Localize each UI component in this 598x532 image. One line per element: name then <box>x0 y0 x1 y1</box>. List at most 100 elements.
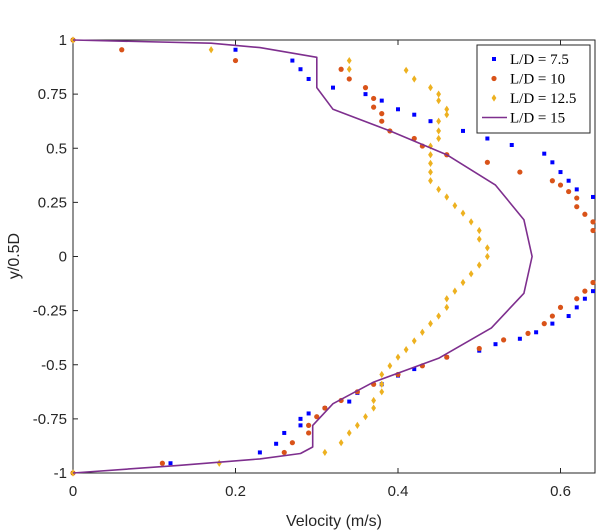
data-point <box>306 430 312 436</box>
series-4 <box>72 39 533 474</box>
x-tick-label: 0.6 <box>550 483 571 500</box>
data-point <box>281 449 287 456</box>
data-point <box>419 328 425 336</box>
data-point <box>509 143 514 148</box>
y-axis-ticks: 1 0.75 0.5 0.25 0 -0.25 -0.5 -0.75 -1 <box>33 32 78 482</box>
data-point <box>412 367 417 372</box>
y-tick-label: 0.25 <box>38 194 67 211</box>
data-point <box>452 287 458 295</box>
y-tick-label: 0 <box>59 249 67 266</box>
data-point <box>484 159 490 165</box>
data-point <box>371 104 377 110</box>
data-point <box>493 342 498 347</box>
data-point <box>379 98 384 103</box>
legend: L/D = 7.5 L/D = 10 L/D = 12.5 L/D = 15 <box>476 44 591 134</box>
data-point <box>208 46 214 54</box>
legend-item: L/D = 7.5 <box>492 52 569 68</box>
data-point <box>461 128 465 133</box>
data-point <box>298 423 303 428</box>
x-tick-label: 0 <box>69 483 77 500</box>
data-point <box>298 67 303 72</box>
x-axis-ticks: 00.20.40.60.8 <box>69 40 571 500</box>
data-point <box>306 422 312 428</box>
data-point <box>484 244 490 252</box>
data-point <box>460 209 466 217</box>
legend-item: L/D = 10 <box>491 72 565 88</box>
data-point <box>550 160 555 165</box>
data-point <box>379 380 385 388</box>
data-point <box>428 177 433 185</box>
data-point <box>257 450 262 455</box>
data-point <box>566 188 572 195</box>
data-point <box>363 413 368 421</box>
data-point <box>314 414 320 420</box>
data-point <box>346 65 352 73</box>
data-point <box>428 168 433 176</box>
data-point <box>331 85 335 90</box>
data-point <box>346 76 352 82</box>
data-point <box>574 195 580 201</box>
data-point <box>282 430 287 435</box>
data-point <box>412 112 417 117</box>
data-point <box>346 56 352 65</box>
data-point <box>476 226 482 235</box>
data-point <box>436 97 442 105</box>
data-point <box>582 211 588 217</box>
data-point <box>306 76 311 81</box>
data-point <box>558 170 563 175</box>
data-point <box>363 92 368 97</box>
data-point <box>306 411 311 416</box>
data-point <box>590 219 596 225</box>
data-point <box>371 396 377 405</box>
data-point <box>591 289 595 294</box>
legend-item: L/D = 15 <box>482 111 565 127</box>
data-point <box>428 142 433 150</box>
data-point <box>517 169 523 175</box>
data-point <box>428 119 433 124</box>
data-point <box>233 47 238 52</box>
legend-label: L/D = 7.5 <box>510 52 569 68</box>
data-point <box>159 460 165 466</box>
data-point <box>338 66 344 72</box>
data-point <box>574 204 580 210</box>
data-point <box>574 305 579 310</box>
data-point <box>289 440 295 446</box>
y-tick-label: 0.5 <box>46 140 67 157</box>
x-tick-label: 0.2 <box>225 483 246 500</box>
data-point <box>542 151 547 156</box>
data-point <box>428 84 433 92</box>
data-point <box>460 278 466 287</box>
data-point <box>428 159 433 168</box>
y-tick-label: 1 <box>59 32 67 49</box>
data-point <box>436 127 442 135</box>
y-tick-label: -1 <box>54 465 67 482</box>
series-layer <box>70 36 596 477</box>
data-point <box>582 296 587 301</box>
data-point <box>290 58 295 63</box>
data-point <box>347 399 352 404</box>
data-point <box>444 303 450 311</box>
data-point <box>517 336 522 341</box>
data-point <box>444 295 450 303</box>
data-point <box>452 202 458 210</box>
data-point <box>436 312 442 320</box>
data-point <box>395 353 401 361</box>
y-axis-label: y/0.5D <box>6 233 23 279</box>
data-point <box>338 439 344 447</box>
data-point <box>590 279 596 286</box>
data-point <box>534 330 539 335</box>
data-point <box>549 178 555 184</box>
data-point <box>444 354 450 360</box>
data-point <box>574 296 580 302</box>
data-point <box>379 370 385 379</box>
data-point <box>557 182 564 188</box>
data-point <box>566 178 571 183</box>
legend-item: L/D = 12.5 <box>491 91 576 107</box>
y-tick-label: -0.5 <box>41 357 67 374</box>
data-point <box>379 388 385 396</box>
data-point <box>468 218 474 226</box>
data-point <box>557 304 564 310</box>
data-point <box>582 288 588 294</box>
legend-marker-swatch <box>491 75 497 82</box>
data-point <box>566 314 571 319</box>
